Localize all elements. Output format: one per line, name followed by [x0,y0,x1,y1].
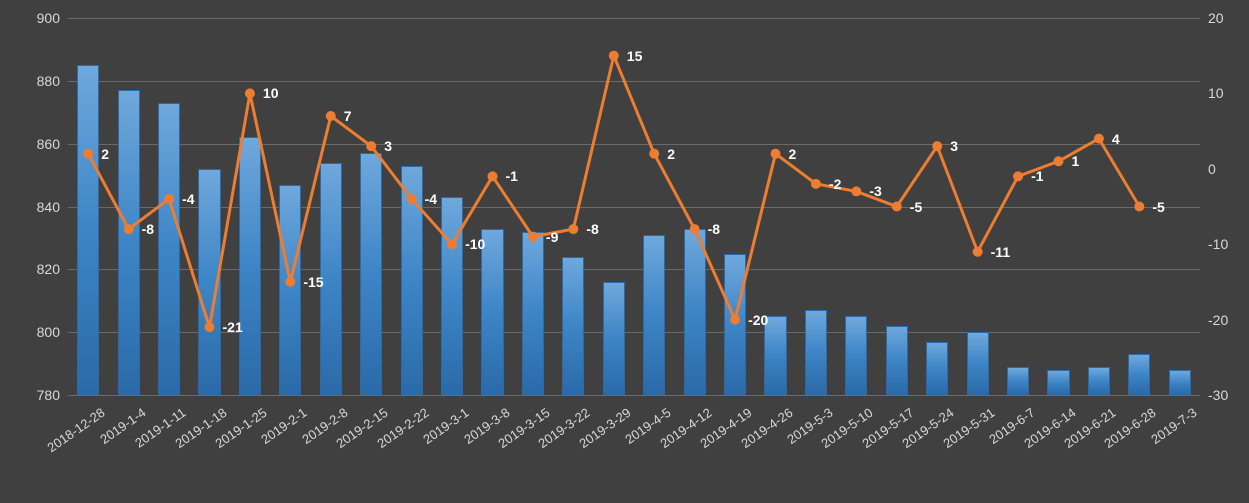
line-data-label: 2 [789,146,797,162]
y-left-tick: 860 [37,136,68,152]
y-right-tick: 20 [1200,10,1224,26]
line-data-label: 2 [667,146,675,162]
line-data-label: -5 [910,199,922,215]
y-left-tick: 900 [37,10,68,26]
line-data-label: -15 [303,274,323,290]
line-marker [528,232,538,242]
line-data-label: -4 [425,191,437,207]
line-marker [851,186,861,196]
line-marker [326,111,336,121]
line-marker [205,322,215,332]
line-marker [1094,134,1104,144]
line-marker [285,277,295,287]
line-marker [1054,156,1064,166]
y-right-tick: 10 [1200,85,1224,101]
line-data-label: 15 [627,48,643,64]
line-marker [811,179,821,189]
line-data-label: 1 [1072,153,1080,169]
y-right-tick: -10 [1200,236,1228,252]
line-marker [1134,202,1144,212]
line-marker [892,202,902,212]
line-marker [366,141,376,151]
y-left-tick: 880 [37,73,68,89]
line-marker [83,149,93,159]
line-data-label: -1 [506,168,518,184]
line-data-label: 2 [101,146,109,162]
x-tick-label: 2019-7-3 [1141,395,1199,447]
line-data-label: 7 [344,108,352,124]
line-data-label: -8 [708,221,720,237]
line-data-label: 3 [384,138,392,154]
y-right-tick: -30 [1200,387,1228,403]
plot-area: 780800820840860880900-30-20-10010202018-… [68,18,1200,395]
line-data-label: -4 [182,191,194,207]
line-data-label: -21 [223,319,243,335]
line-data-label: -11 [991,244,1010,260]
line-series [68,18,1200,395]
y-left-tick: 800 [37,324,68,340]
line-marker [771,149,781,159]
y-left-tick: 780 [37,387,68,403]
line-data-label: -3 [869,183,881,199]
line-marker [609,51,619,61]
line-data-label: 4 [1112,131,1120,147]
line-marker [488,171,498,181]
line-marker [568,224,578,234]
line-marker [973,247,983,257]
line-marker [932,141,942,151]
line-marker [690,224,700,234]
line-marker [447,239,457,249]
line-data-label: -8 [142,221,154,237]
line-marker [649,149,659,159]
line-data-label: -5 [1152,199,1164,215]
y-left-tick: 820 [37,261,68,277]
line-data-label: -10 [465,236,485,252]
y-left-tick: 840 [37,199,68,215]
line-marker [1013,171,1023,181]
line-data-label: -20 [748,312,768,328]
line-marker [245,88,255,98]
line-marker [407,194,417,204]
line-data-label: -2 [829,176,841,192]
line-data-label: 10 [263,85,279,101]
line-marker [124,224,134,234]
y-right-tick: -20 [1200,312,1228,328]
line-data-label: -8 [586,221,598,237]
y-right-tick: 0 [1200,161,1216,177]
line-data-label: -9 [546,229,558,245]
combo-chart: 780800820840860880900-30-20-10010202018-… [0,0,1249,503]
line-marker [730,315,740,325]
gridline [68,395,1200,396]
line-data-label: -1 [1031,168,1043,184]
line-data-label: 3 [950,138,958,154]
line-marker [164,194,174,204]
